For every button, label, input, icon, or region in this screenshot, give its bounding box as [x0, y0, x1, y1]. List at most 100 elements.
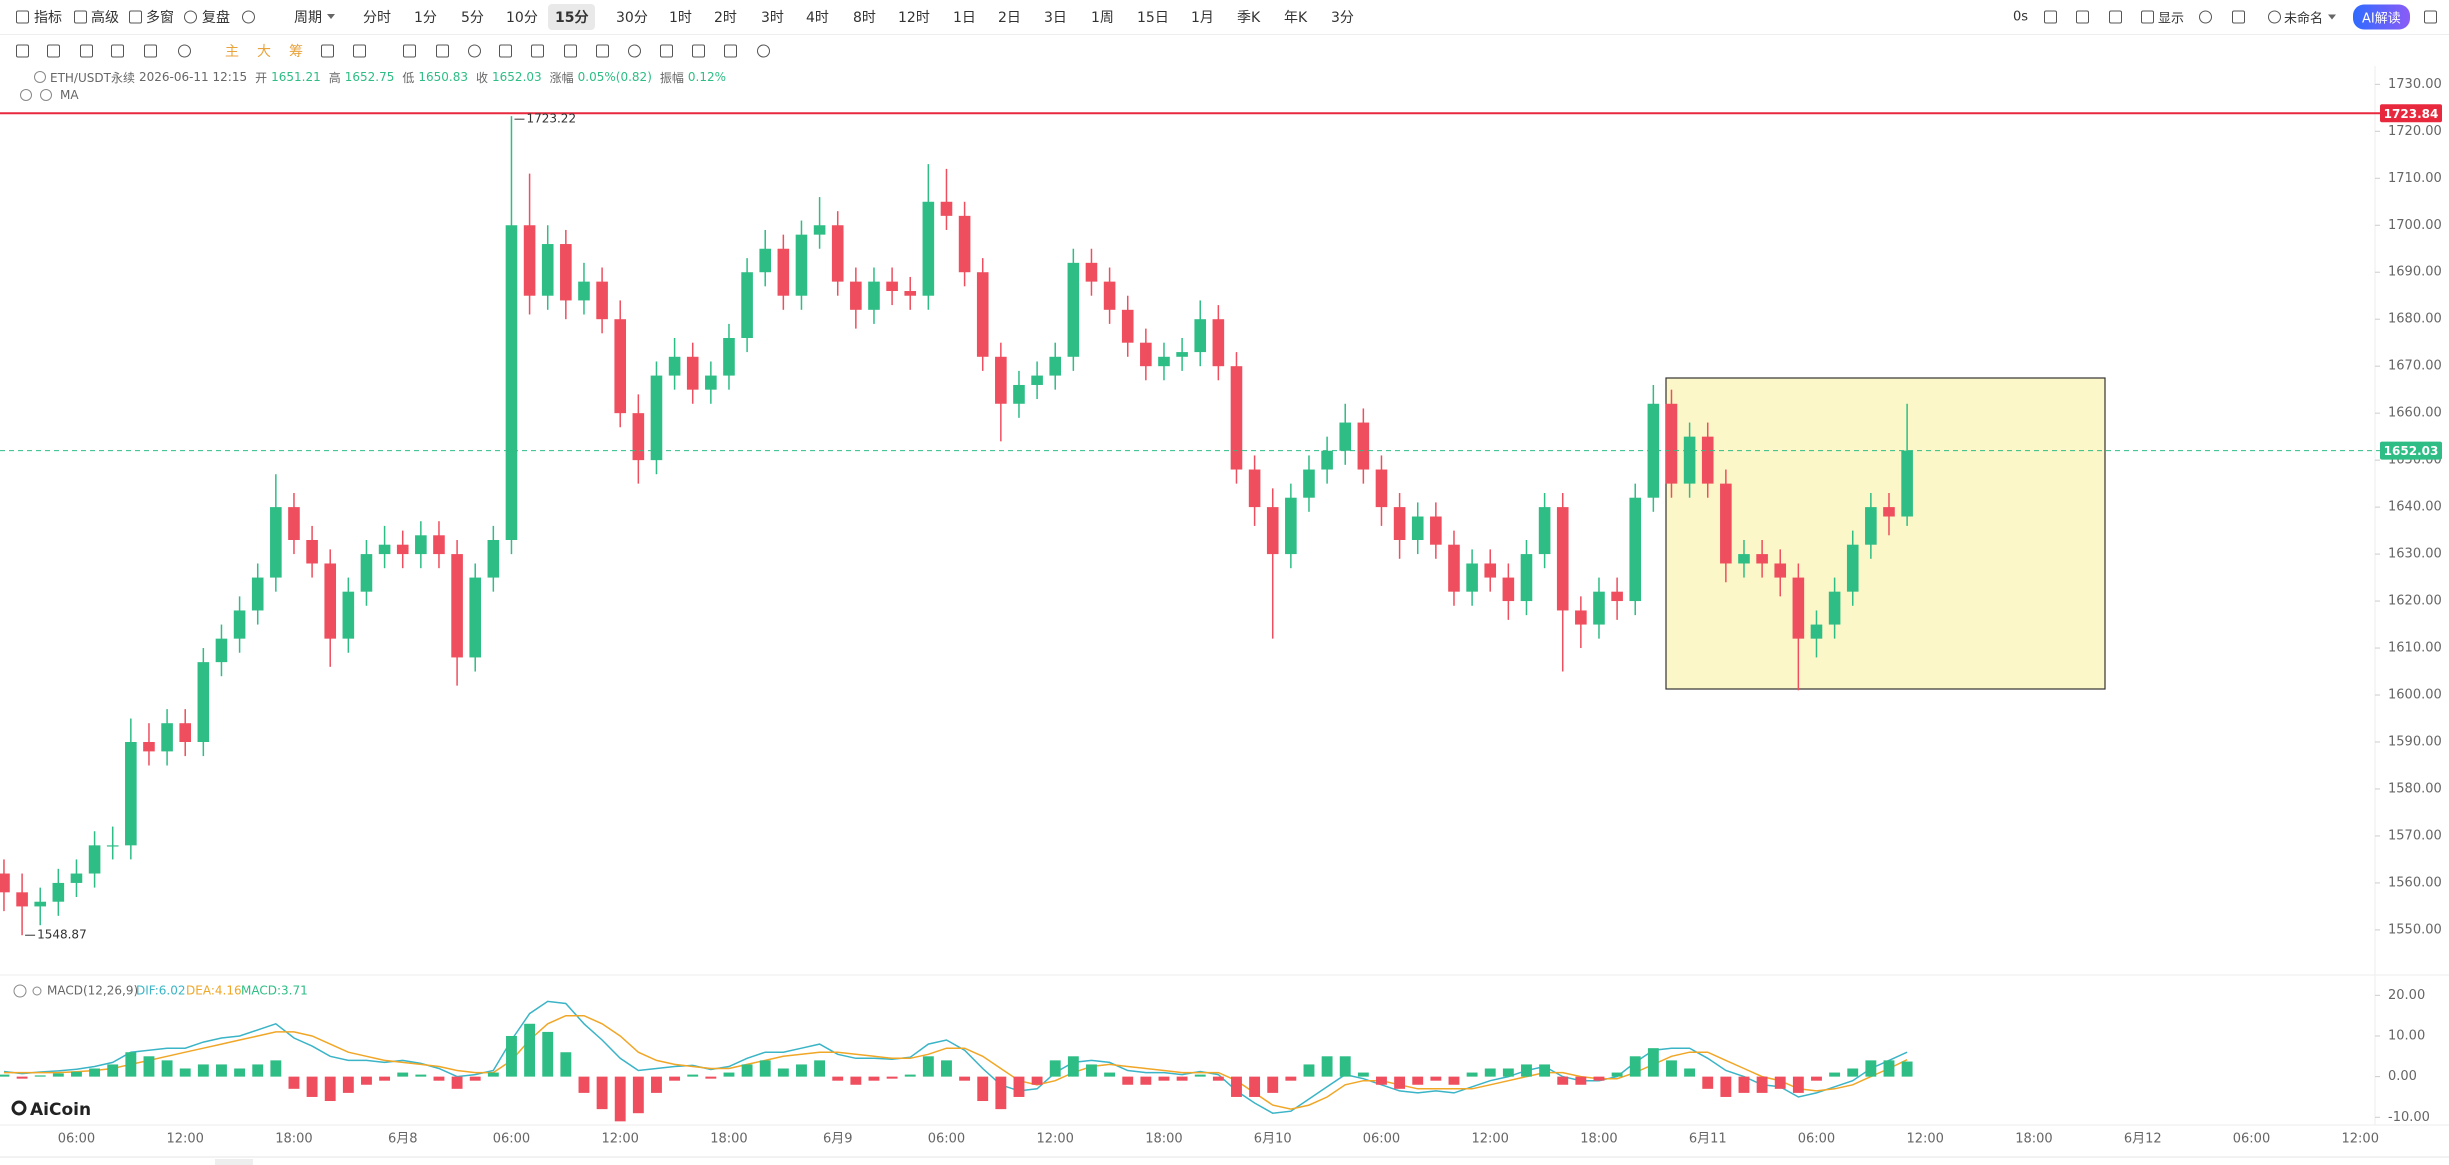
- y-tick-label: 10.00: [2388, 1028, 2425, 1043]
- camera-icon[interactable]: [2044, 10, 2057, 24]
- eye-icon: [40, 89, 52, 101]
- candle-body: [505, 225, 518, 540]
- ai-button[interactable]: AI解读: [2353, 4, 2410, 30]
- macd-bar: [1231, 1076, 1242, 1097]
- candle-body: [1756, 554, 1768, 564]
- candle-body: [904, 291, 917, 296]
- interval-button[interactable]: 15分: [548, 4, 596, 30]
- drawing-rectangle: [1665, 377, 2106, 690]
- tool-icon[interactable]: [468, 44, 481, 57]
- interval-button[interactable]: 3分: [1331, 10, 1354, 26]
- interval-button[interactable]: 4时: [806, 10, 829, 26]
- macd-bar: [959, 1076, 971, 1081]
- interval-button[interactable]: 2日: [998, 10, 1021, 26]
- y-tick-label: 1600.00: [2388, 688, 2442, 703]
- interval-button[interactable]: 分时: [363, 10, 391, 26]
- interval-button[interactable]: 1分: [414, 10, 437, 26]
- period-menu[interactable]: 周期: [294, 7, 335, 27]
- interval-button[interactable]: 3时: [761, 10, 784, 26]
- x-tick-label: 06:00: [493, 1132, 530, 1147]
- settings-icon[interactable]: [2199, 10, 2212, 24]
- candle-body: [1140, 342, 1152, 367]
- window-icon[interactable]: [2109, 10, 2122, 24]
- eye-icon[interactable]: [2268, 10, 2281, 24]
- indicator-toggle[interactable]: 主: [225, 43, 239, 60]
- display-icon[interactable]: [2141, 10, 2154, 24]
- tool-button[interactable]: 多窗: [146, 10, 174, 26]
- tool-icon[interactable]: [757, 44, 770, 57]
- tool-icon[interactable]: [724, 44, 737, 57]
- interval-button[interactable]: 8时: [853, 10, 876, 26]
- macd-bar: [1756, 1076, 1768, 1093]
- fullscreen-icon[interactable]: [2232, 10, 2245, 24]
- interval-button[interactable]: 季K: [1237, 10, 1261, 26]
- tool-button[interactable]: 指标: [34, 10, 62, 26]
- tool-icon[interactable]: [16, 44, 29, 57]
- interval-button[interactable]: 5分: [461, 10, 484, 26]
- macd-bar: [415, 1074, 427, 1077]
- x-tick-label: 18:00: [1145, 1132, 1182, 1147]
- interval-button[interactable]: 1日: [953, 10, 976, 26]
- indicator-toggle[interactable]: 大: [257, 43, 271, 60]
- candle-body: [1248, 469, 1261, 508]
- toolbar-item[interactable]: 未命名: [2284, 8, 2336, 27]
- tool-icon[interactable]: [660, 44, 673, 57]
- tool-icon[interactable]: [178, 44, 191, 57]
- interval-button[interactable]: 3日: [1044, 10, 1067, 26]
- macd-bar: [288, 1076, 300, 1089]
- interval-button[interactable]: 1时: [669, 10, 692, 26]
- tool-button[interactable]: 复盘: [202, 10, 230, 26]
- tool-icon[interactable]: [692, 44, 705, 57]
- interval-button[interactable]: 1月: [1191, 10, 1214, 26]
- candle-body: [668, 356, 681, 376]
- candle-body: [106, 845, 119, 847]
- candle-body: [813, 225, 826, 235]
- toolbar-item[interactable]: 0s: [2013, 9, 2029, 25]
- field-value: 1651.21: [271, 70, 321, 84]
- share-icon[interactable]: [2424, 10, 2437, 24]
- candle-body: [632, 413, 645, 461]
- interval-button[interactable]: 12时: [898, 10, 930, 26]
- tool-icon[interactable]: [47, 44, 60, 57]
- tool-icon[interactable]: [353, 44, 366, 57]
- timestamp: 2026-06-11 12:15: [138, 70, 248, 84]
- interval-button[interactable]: 2时: [714, 10, 737, 26]
- tool-icon[interactable]: [111, 44, 124, 57]
- tool-icon[interactable]: [80, 44, 93, 57]
- interval-button[interactable]: 1周: [1091, 10, 1114, 26]
- indicator-toggle[interactable]: 筹: [289, 43, 303, 60]
- macd-bar: [941, 1060, 952, 1077]
- macd-bar: [1158, 1076, 1170, 1081]
- tool-icon[interactable]: [628, 44, 641, 57]
- macd-bar: [1049, 1060, 1061, 1077]
- tool-icon[interactable]: [531, 44, 544, 57]
- macd-bar: [234, 1068, 246, 1077]
- interval-button[interactable]: 年K: [1284, 10, 1308, 26]
- macd-bar: [1194, 1074, 1206, 1077]
- tool-icon[interactable]: [499, 44, 512, 57]
- tool-icon[interactable]: [144, 44, 157, 57]
- tool-icon[interactable]: [596, 44, 609, 57]
- tool-icon[interactable]: [403, 44, 416, 57]
- interval-button[interactable]: 10分: [506, 10, 538, 26]
- candle-body: [1738, 554, 1750, 564]
- candle-body: [578, 281, 590, 301]
- icon: [129, 10, 142, 24]
- tool-icon[interactable]: [321, 44, 334, 57]
- symbol: ETH/USDT永续: [50, 70, 135, 85]
- interval-button[interactable]: 15日: [1137, 10, 1169, 26]
- toolbar-item[interactable]: 显示: [2158, 11, 2185, 27]
- candle-body: [125, 741, 137, 846]
- eye-icon: [32, 986, 42, 996]
- x-tick-label: 06:00: [1798, 1132, 1835, 1147]
- tool-icon[interactable]: [436, 44, 449, 57]
- y-tick-label: 1700.00: [2388, 218, 2442, 233]
- tool-icon[interactable]: [564, 44, 577, 57]
- tool-button[interactable]: 高级: [91, 10, 119, 26]
- candle-body: [1683, 436, 1696, 484]
- interval-button[interactable]: 30分: [616, 10, 648, 26]
- candle-body: [1212, 319, 1225, 367]
- pen-icon[interactable]: [2076, 10, 2089, 24]
- macd-bar: [469, 1076, 481, 1081]
